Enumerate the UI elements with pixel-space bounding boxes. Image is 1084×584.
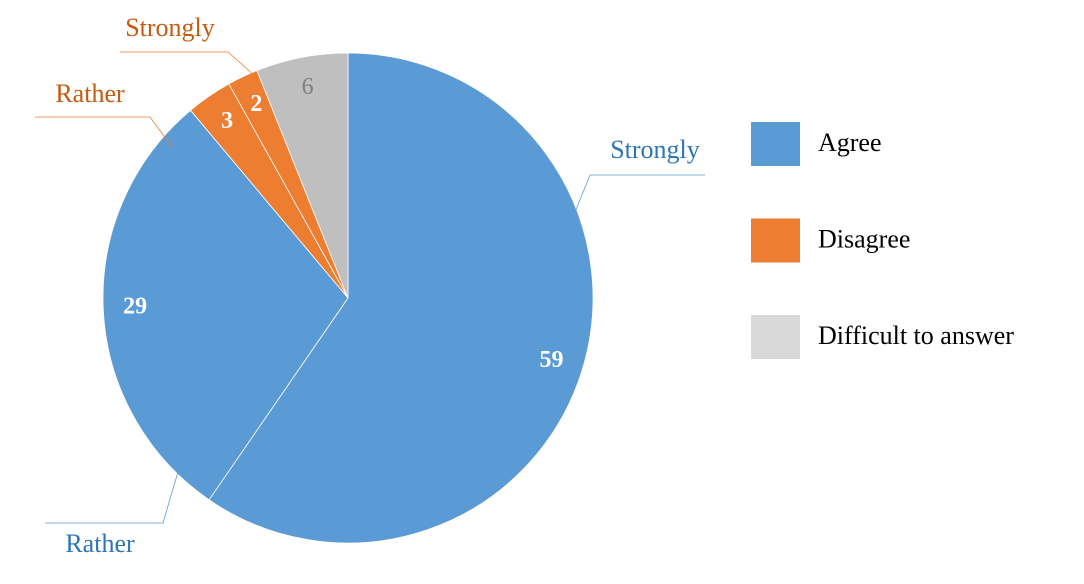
legend-swatch <box>751 122 800 166</box>
slice-label: Rather <box>55 79 125 108</box>
value-label: 6 <box>302 74 314 100</box>
slice-label: Rather <box>65 529 135 558</box>
legend-swatch <box>751 315 800 359</box>
value-label: 59 <box>540 347 564 373</box>
value-label: 3 <box>221 108 233 134</box>
legend-label: Difficult to answer <box>818 321 1014 350</box>
legend-swatch <box>751 218 800 263</box>
value-label: 2 <box>250 91 262 117</box>
legend-label: Agree <box>818 128 882 157</box>
pie-slice <box>102 109 349 501</box>
value-label: 29 <box>123 294 147 320</box>
legend-label: Disagree <box>818 224 910 253</box>
leader-line <box>45 464 181 524</box>
slice-label: Strongly <box>610 135 700 164</box>
slice-label: Strongly <box>125 13 215 42</box>
leader-line <box>120 51 256 77</box>
leader-line <box>566 174 705 233</box>
pie-slice <box>256 52 349 299</box>
pie-slice <box>208 52 594 544</box>
leader-line <box>35 116 173 148</box>
